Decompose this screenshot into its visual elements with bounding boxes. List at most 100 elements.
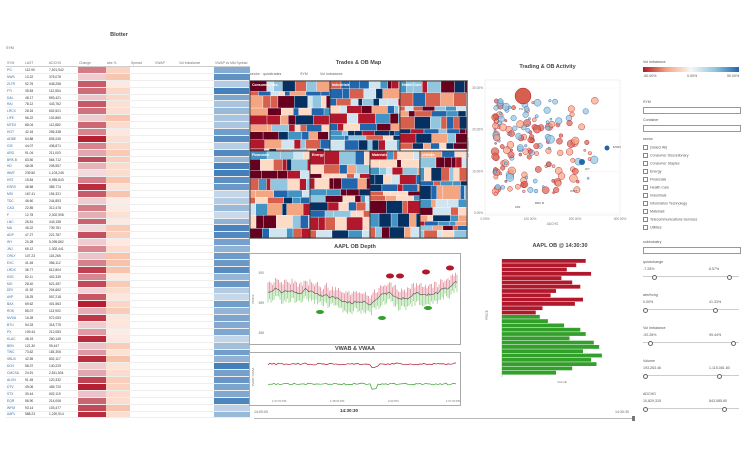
- treemap-cell[interactable]: [309, 177, 315, 190]
- treemap-cell[interactable]: [346, 188, 360, 196]
- treemap-cell[interactable]: [424, 167, 432, 182]
- column-header[interactable]: ADCHG: [48, 60, 78, 67]
- bid-volume-bar[interactable]: [502, 314, 540, 319]
- treemap-cell[interactable]: [387, 105, 395, 114]
- treemap-cell[interactable]: [355, 150, 365, 166]
- treemap-cell[interactable]: [396, 159, 402, 168]
- treemap-cell[interactable]: [254, 197, 268, 204]
- treemap-cell[interactable]: [294, 124, 301, 132]
- column-header[interactable]: Spread: [130, 60, 154, 67]
- treemap-cell[interactable]: [262, 228, 270, 239]
- scatter-point[interactable]: [546, 161, 552, 168]
- treemap-cell[interactable]: [249, 124, 268, 132]
- treemap-cell[interactable]: [439, 142, 447, 150]
- bid-volume-bar[interactable]: [502, 340, 594, 345]
- scatter-point[interactable]: [511, 105, 516, 110]
- treemap-cell[interactable]: [301, 131, 310, 140]
- blotter-row[interactable]: DAL 48.17 893,421: [6, 94, 250, 102]
- treemap-cell[interactable]: [447, 199, 459, 208]
- treemap-cell[interactable]: [446, 110, 459, 117]
- treemap-cell[interactable]: [412, 92, 426, 107]
- range-slider[interactable]: [643, 340, 739, 346]
- treemap-cell[interactable]: [344, 139, 360, 151]
- checkbox[interactable]: [643, 145, 648, 150]
- scatter-point[interactable]: [532, 125, 542, 134]
- blotter-row[interactable]: DRI 41.92 204,662: [6, 287, 250, 295]
- treemap-cell[interactable]: [249, 131, 264, 140]
- treemap-cell[interactable]: [282, 159, 288, 171]
- blotter-row[interactable]: BRK.B 83.50 564,712: [6, 156, 250, 164]
- treemap-cell[interactable]: [415, 213, 421, 228]
- treemap-cell[interactable]: [430, 110, 448, 117]
- treemap-cell[interactable]: [369, 195, 386, 201]
- treemap-cell[interactable]: [452, 225, 458, 231]
- treemap-cell[interactable]: [442, 185, 461, 200]
- treemap-cell[interactable]: [445, 106, 457, 112]
- treemap-cell[interactable]: [306, 178, 311, 191]
- scatter-point[interactable]: [578, 123, 585, 131]
- treemap-cell[interactable]: [356, 201, 366, 211]
- treemap-cell[interactable]: [294, 95, 309, 109]
- treemap-cell[interactable]: [311, 107, 325, 116]
- treemap-cell[interactable]: [282, 203, 287, 216]
- blotter-row[interactable]: RAI 78.12 443,762: [6, 100, 250, 109]
- scatter-point[interactable]: [532, 117, 537, 123]
- treemap-cell[interactable]: [413, 106, 423, 112]
- treemap-cell[interactable]: [453, 116, 460, 130]
- scatter-point[interactable]: [521, 181, 529, 188]
- treemap-cell[interactable]: [394, 105, 399, 114]
- blotter-row[interactable]: KLAC 48.19 260,145: [6, 335, 250, 343]
- range-slider-handle[interactable]: [643, 307, 648, 313]
- treemap-cell[interactable]: [399, 133, 417, 144]
- treemap-cell[interactable]: [379, 167, 387, 175]
- treemap-cell[interactable]: [408, 110, 416, 117]
- blotter-row[interactable]: ALXN 91.45 120,332: [6, 376, 250, 384]
- treemap-cell[interactable]: [346, 173, 355, 179]
- column-header[interactable]: SYM: [6, 60, 24, 67]
- blotter-row[interactable]: TWC 73.62 184,306: [6, 349, 250, 357]
- treemap-cell[interactable]: [378, 98, 388, 106]
- scatter-point[interactable]: [545, 125, 550, 131]
- blotter-row[interactable]: BEN 121.30 95,447: [6, 342, 250, 350]
- bid-volume-bar[interactable]: [502, 345, 600, 349]
- treemap-cell[interactable]: [397, 213, 410, 228]
- subindustry-filter-input[interactable]: [643, 247, 741, 254]
- treemap-cell[interactable]: [433, 180, 441, 186]
- treemap-cell[interactable]: [396, 195, 415, 201]
- treemap-svg[interactable]: Consumer Disc. Industrials Health Care Fina…: [249, 80, 468, 239]
- scatter-point[interactable]: [566, 148, 574, 156]
- ask-volume-bar[interactable]: [502, 310, 536, 315]
- scatter-point[interactable]: [584, 139, 590, 145]
- scatter-point[interactable]: [555, 180, 562, 187]
- scatter-point[interactable]: [525, 128, 531, 133]
- treemap-cell[interactable]: [423, 230, 438, 239]
- treemap-cell[interactable]: [321, 95, 327, 109]
- scatter-point[interactable]: [534, 166, 542, 173]
- scatter-point[interactable]: [548, 99, 552, 103]
- treemap-cell[interactable]: [286, 159, 292, 171]
- scatter-point[interactable]: [505, 173, 515, 182]
- treemap-cell[interactable]: [342, 195, 356, 203]
- treemap-cell[interactable]: [329, 123, 338, 131]
- treemap-cell[interactable]: [321, 173, 332, 179]
- treemap-cell[interactable]: [419, 156, 437, 168]
- blotter-row[interactable]: HOT 42.16 256,338: [6, 128, 250, 136]
- treemap-cell[interactable]: [249, 190, 256, 198]
- blotter-row[interactable]: MA 45.22 739,781: [6, 224, 250, 233]
- treemap-cell[interactable]: [381, 226, 390, 239]
- checkbox[interactable]: [643, 193, 648, 198]
- treemap-cell[interactable]: [333, 177, 342, 190]
- treemap-cell[interactable]: [330, 173, 347, 179]
- treemap-cell[interactable]: [398, 191, 409, 196]
- treemap-cell[interactable]: [341, 177, 359, 190]
- treemap-cell[interactable]: [270, 178, 289, 191]
- bid-volume-bar[interactable]: [502, 319, 548, 323]
- treemap-cell[interactable]: [337, 123, 344, 131]
- treemap-cell[interactable]: [394, 130, 400, 136]
- blotter-row[interactable]: WMT 239.50 1,103,245: [6, 169, 250, 178]
- scatter-chart[interactable]: 30.00% 20.00% 10.00% 0.00% 0.00% 100.00% 200.0…: [463, 70, 628, 235]
- treemap-cell[interactable]: [249, 159, 261, 171]
- blotter-row[interactable]: EQR 58.90 214,006: [6, 397, 250, 405]
- scatter-point[interactable]: [523, 105, 530, 112]
- treemap-cell[interactable]: [410, 128, 425, 134]
